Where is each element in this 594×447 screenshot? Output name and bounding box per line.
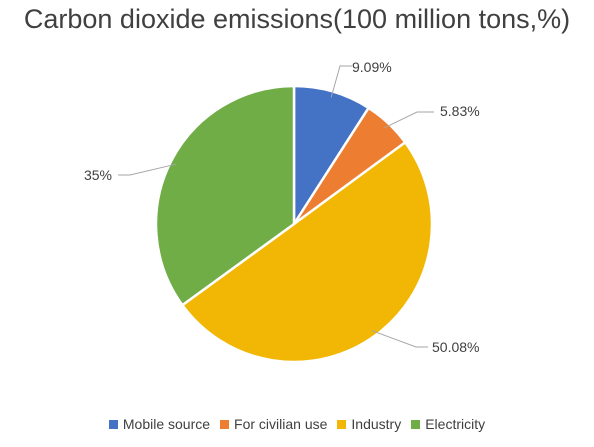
data-label-electricity: 35% xyxy=(84,167,112,183)
data-label-industry: 50.08% xyxy=(432,339,479,355)
legend-item-for-civilian-use: For civilian use xyxy=(220,416,327,432)
legend-item-industry: Industry xyxy=(337,416,401,432)
leader-line-mobile-source xyxy=(330,65,352,98)
legend: Mobile source For civilian use Industry Ele… xyxy=(0,416,594,432)
pie-slice-electricity xyxy=(154,84,296,307)
legend-swatch-mobile-source xyxy=(108,419,118,429)
data-label-mobile-source: 9.09% xyxy=(352,59,392,75)
pie-slice-industry xyxy=(181,141,434,364)
legend-swatch-electricity xyxy=(411,419,421,429)
legend-item-mobile-source: Mobile source xyxy=(108,416,211,432)
data-label-for-civilian-use: 5.83% xyxy=(440,103,480,119)
legend-swatch-for-civilian-use xyxy=(220,419,230,429)
pie-slices xyxy=(154,84,434,364)
data-labels: 9.09% 5.83% 50.08% 35% xyxy=(84,59,480,355)
leader-line-for-civilian-use xyxy=(384,111,434,129)
leader-lines xyxy=(118,65,434,348)
legend-label-for-civilian-use: For civilian use xyxy=(234,416,328,432)
leader-line-industry xyxy=(371,330,428,348)
legend-label-mobile-source: Mobile source xyxy=(122,416,211,432)
leader-line-electricity xyxy=(118,163,177,176)
chart-title: Carbon dioxide emissions(100 million ton… xyxy=(23,4,571,34)
legend-label-industry: Industry xyxy=(351,416,402,432)
legend-swatch-industry xyxy=(337,419,347,429)
legend-item-electricity: Electricity xyxy=(411,416,485,432)
legend-label-electricity: Electricity xyxy=(425,416,486,432)
